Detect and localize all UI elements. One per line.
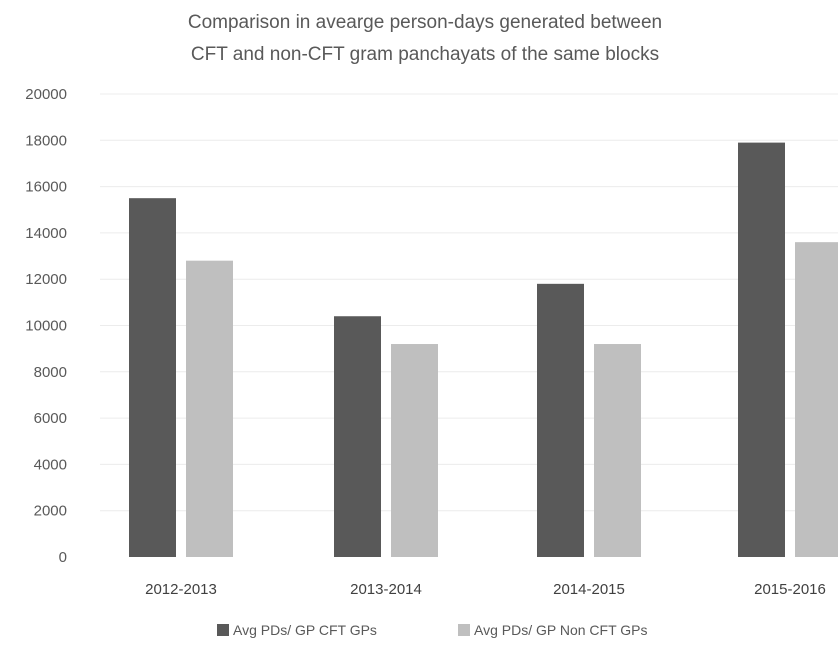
bar-cft-2012-2013 bbox=[129, 198, 176, 558]
y-tick-label: 6000 bbox=[34, 410, 67, 427]
y-tick-label: 8000 bbox=[34, 364, 67, 381]
bar-non-cft-2012-2013 bbox=[186, 260, 233, 557]
y-tick-label: 16000 bbox=[25, 179, 67, 196]
legend-label: Avg PDs/ GP CFT GPs bbox=[233, 622, 377, 638]
x-axis: 2012-2013 2013-2014 2014-2015 2015-2016 bbox=[145, 581, 826, 598]
chart-title-line-1: Comparison in avearge person-days genera… bbox=[188, 12, 662, 33]
y-tick-label: 18000 bbox=[25, 132, 67, 149]
y-tick-label: 14000 bbox=[25, 225, 67, 242]
bar-non-cft-2014-2015 bbox=[594, 344, 641, 557]
legend: Avg PDs/ GP CFT GPs Avg PDs/ GP Non CFT G… bbox=[217, 622, 648, 638]
bar-cft-2013-2014 bbox=[334, 316, 381, 557]
chart-title-line-2: CFT and non-CFT gram panchayats of the s… bbox=[191, 44, 659, 65]
bar-cft-2015-2016 bbox=[738, 142, 785, 558]
y-axis: 0 2000 4000 6000 8000 10000 12000 14000 16000 180… bbox=[25, 86, 67, 566]
bar-cft-2014-2015 bbox=[537, 283, 584, 557]
y-tick-label: 2000 bbox=[34, 503, 67, 520]
x-category-label: 2013-2014 bbox=[350, 581, 422, 598]
bars bbox=[129, 142, 838, 558]
x-category-label: 2015-2016 bbox=[754, 581, 826, 598]
y-tick-label: 10000 bbox=[25, 318, 67, 335]
y-tick-label: 12000 bbox=[25, 271, 67, 288]
y-tick-label: 0 bbox=[59, 549, 67, 566]
y-tick-label: 20000 bbox=[25, 86, 67, 103]
legend-swatch bbox=[458, 624, 470, 636]
x-category-label: 2014-2015 bbox=[553, 581, 625, 598]
legend-label: Avg PDs/ GP Non CFT GPs bbox=[474, 622, 648, 638]
legend-swatch bbox=[217, 624, 229, 636]
y-tick-label: 4000 bbox=[34, 456, 67, 473]
bar-non-cft-2013-2014 bbox=[391, 344, 438, 557]
x-category-label: 2012-2013 bbox=[145, 581, 217, 598]
bar-non-cft-2015-2016 bbox=[795, 242, 838, 557]
